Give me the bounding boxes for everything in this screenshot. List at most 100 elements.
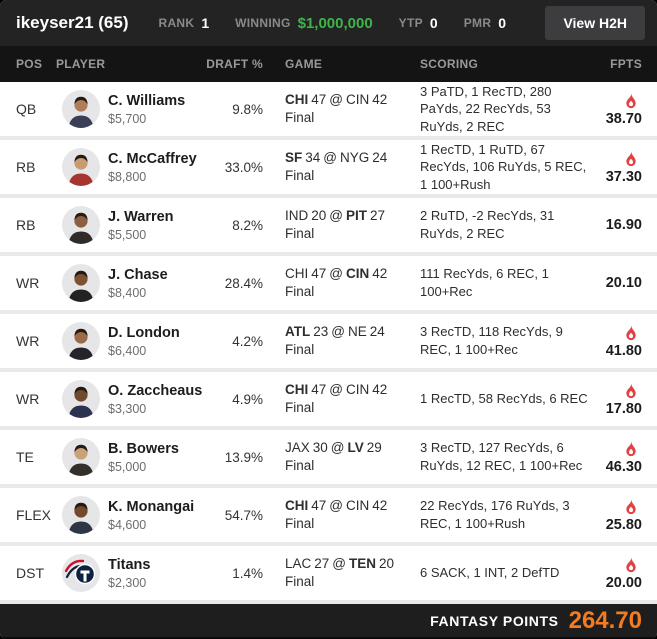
player-salary: $5,000 [108, 460, 147, 475]
game-at-symbol: @ [329, 207, 343, 223]
stat-pmr-value: 0 [498, 15, 507, 31]
fire-icon [626, 324, 636, 340]
player-headshot-icon [68, 328, 94, 360]
fpts-cell: 25.80 [602, 498, 642, 533]
fpts-cell: 41.80 [602, 324, 642, 359]
player-avatar [62, 90, 100, 128]
game-at-symbol: @ [329, 265, 343, 281]
player-salary: $5,700 [108, 112, 147, 127]
column-header-row: POS PLAYER DRAFT % GAME SCORING FPTS [0, 46, 657, 82]
game-cell: SF 34 @ NYG 24 Final [285, 149, 420, 185]
game-away-score: 34 [305, 149, 321, 165]
player-avatar [62, 264, 100, 302]
game-away-score: 23 [313, 323, 329, 339]
player-avatar [62, 380, 100, 418]
fpts-cell: 20.10 [602, 275, 642, 291]
game-home-score: 27 [370, 207, 386, 223]
game-away-score: 47 [311, 265, 327, 281]
player-name: C. McCaffrey [108, 150, 197, 167]
fpts-cell: 38.70 [602, 92, 642, 127]
player-row[interactable]: TE B. Bowers $5,000 13.9% [0, 430, 657, 484]
player-row[interactable]: WR D. London $6,400 4.2% [0, 314, 657, 368]
game-away-team: CHI [285, 497, 309, 513]
game-home-score: 42 [372, 381, 388, 397]
view-h2h-button[interactable]: View H2H [545, 6, 645, 40]
game-at-symbol: @ [332, 555, 347, 571]
game-score-line: ATL 23 @ NE 24 [285, 323, 420, 341]
draft-pct: 4.2% [232, 333, 263, 349]
scoring-text: 111 RecYds, 6 REC, 1 100+Rec [420, 266, 549, 299]
player-row[interactable]: DST Titans $2,300 1.4% [0, 546, 657, 600]
column-draft-pct: DRAFT % [206, 57, 263, 71]
player-salary: $8,800 [108, 170, 147, 185]
entry-username: ikeyser21 (65) [16, 13, 129, 32]
game-away-team: ATL [285, 323, 311, 339]
stat-rank: RANK 1 [158, 15, 209, 31]
game-away-team: IND [285, 207, 309, 223]
player-avatar [62, 322, 100, 360]
game-at-symbol: @ [331, 323, 345, 339]
game-status: Final [285, 168, 315, 183]
draft-pct: 9.8% [232, 101, 263, 117]
game-away-team: CHI [285, 265, 309, 281]
draft-pct: 4.9% [232, 391, 263, 407]
game-cell: JAX 30 @ LV 29 Final [285, 439, 420, 475]
scoring-text: 1 RecTD, 1 RuTD, 67 RecYds, 106 RuYds, 5… [420, 141, 587, 192]
player-row[interactable]: RB J. Warren $5,500 8.2% [0, 198, 657, 252]
game-score-line: CHI 47 @ CIN 42 [285, 381, 420, 399]
fire-icon [626, 498, 636, 514]
player-row[interactable]: RB C. McCaffrey $8,800 33.0% [0, 140, 657, 194]
game-home-score: 20 [379, 555, 395, 571]
player-row[interactable]: QB C. Williams $5,700 9.8% [0, 82, 657, 136]
position-label: TE [16, 449, 34, 465]
game-score-line: CHI 47 @ CIN 42 [285, 497, 420, 515]
player-headshot-icon [68, 444, 94, 476]
game-away-score: 47 [311, 381, 327, 397]
game-status: Final [285, 226, 315, 241]
player-salary: $2,300 [108, 576, 147, 591]
player-headshot-icon [68, 154, 94, 186]
scoring-text: 1 RecTD, 58 RecYds, 6 REC [420, 391, 588, 407]
fire-icon [626, 92, 636, 108]
player-headshot-icon [68, 270, 94, 302]
player-avatar [62, 438, 100, 476]
fire-icon [626, 556, 636, 572]
column-player: PLAYER [56, 57, 106, 71]
position-label: QB [16, 101, 37, 117]
game-home-score: 42 [372, 497, 388, 513]
player-row[interactable]: WR J. Chase $8,400 28.4% [0, 256, 657, 310]
stat-pmr: PMR 0 [464, 15, 506, 31]
stat-winning-label: WINNING [235, 16, 291, 30]
game-away-team: JAX [285, 439, 310, 455]
game-home-team: PIT [346, 207, 368, 223]
game-score-line: CHI 47 @ CIN 42 [285, 91, 420, 109]
game-cell: CHI 47 @ CIN 42 Final [285, 381, 420, 417]
game-cell: IND 20 @ PIT 27 Final [285, 207, 420, 243]
player-name: Titans [108, 556, 151, 573]
player-row[interactable]: WR O. Zaccheaus $3,300 4.9% [0, 372, 657, 426]
entry-stats: RANK 1 WINNING $1,000,000 YTP 0 PMR 0 [158, 15, 506, 32]
game-home-score: 29 [366, 439, 382, 455]
game-home-team: NE [348, 323, 367, 339]
player-avatar [62, 554, 100, 592]
position-label: DST [16, 565, 44, 581]
game-home-score: 24 [372, 149, 388, 165]
scoring-text: 3 RecTD, 118 RecYds, 9 REC, 1 100+Rec [420, 324, 563, 357]
fpts-value: 16.90 [605, 217, 642, 233]
fantasy-points-label: FANTASY POINTS [430, 612, 559, 629]
player-salary: $6,400 [108, 344, 147, 359]
player-row[interactable]: FLEX K. Monangai $4,600 54.7% [0, 488, 657, 542]
player-avatar [62, 496, 100, 534]
titans-team-logo [64, 559, 96, 585]
position-label: RB [16, 217, 36, 233]
player-headshot-icon [68, 386, 94, 418]
game-cell: LAC 27 @ TEN 20 Final [285, 555, 420, 591]
stat-winning-value: $1,000,000 [297, 14, 373, 32]
player-name: J. Warren [108, 208, 174, 225]
game-home-team: TEN [349, 555, 377, 571]
fpts-cell: 46.30 [602, 440, 642, 475]
fpts-cell: 17.80 [602, 382, 642, 417]
game-score-line: CHI 47 @ CIN 42 [285, 265, 420, 283]
game-status: Final [285, 574, 315, 589]
player-salary: $5,500 [108, 228, 147, 243]
